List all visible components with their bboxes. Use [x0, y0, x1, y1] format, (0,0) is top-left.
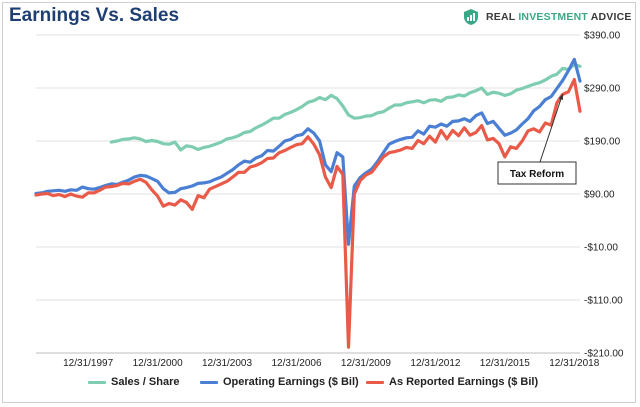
legend-item: Sales / Share [88, 376, 180, 388]
series-line-3 [34, 77, 582, 349]
x-tick-label: 12/31/2003 [202, 358, 252, 369]
x-tick-label: 12/31/1997 [63, 358, 113, 369]
y-axis-tick-labels: $390.00 $290.00 $190.00 $90.00 -$10.00 -$110.… [584, 31, 624, 360]
shield-chart-icon [464, 9, 478, 25]
y-tick-label: -$110.00 [584, 296, 623, 307]
x-axis-tick-labels: 12/31/1997 12/31/2000 12/31/2003 12/31/2006… [63, 358, 600, 369]
gridlines [36, 34, 580, 354]
series-line-1 [109, 63, 582, 152]
legend-label: As Reported Earnings ($ Bil) [389, 376, 539, 388]
x-tick-label: 12/31/2018 [549, 358, 599, 369]
series-lines [34, 57, 582, 349]
annotation-box [497, 161, 577, 185]
x-tick-label: 12/31/2012 [410, 358, 460, 369]
legend-label: Sales / Share [111, 376, 180, 388]
legend-label: Operating Earnings ($ Bil) [223, 376, 359, 388]
x-tick-label: 12/31/2009 [341, 358, 391, 369]
x-tick-label: 12/31/2006 [271, 358, 321, 369]
chart-title: Earnings Vs. Sales [9, 5, 180, 26]
brand-name: REAL INVESTMENT ADVICE [486, 11, 632, 23]
series-line-2 [34, 57, 582, 246]
annotations: Tax Reform [497, 93, 577, 185]
brand-logo: REAL INVESTMENT ADVICE [462, 8, 632, 26]
y-tick-label: $90.00 [584, 190, 615, 201]
y-tick-label: $190.00 [584, 137, 621, 148]
annotation-label: Tax Reform [510, 169, 564, 180]
legend-item: Operating Earnings ($ Bil) [200, 376, 359, 388]
legend-swatch [200, 380, 218, 384]
legend-swatch [88, 380, 106, 384]
annotation-arrow [539, 93, 564, 163]
y-tick-label: $290.00 [584, 84, 621, 95]
x-tick-label: 12/31/2015 [480, 358, 530, 369]
annotation-arrowhead [558, 94, 564, 100]
chart-legend: Sales / Share Operating Earnings ($ Bil) A… [0, 376, 640, 392]
chart-frame [2, 2, 636, 403]
legend-item: As Reported Earnings ($ Bil) [366, 376, 538, 388]
y-tick-label: -$10.00 [584, 243, 618, 254]
y-tick-label: $390.00 [584, 31, 621, 42]
legend-swatch [366, 380, 384, 384]
y-tick-label: -$210.00 [584, 349, 624, 360]
x-tick-label: 12/31/2000 [133, 358, 183, 369]
